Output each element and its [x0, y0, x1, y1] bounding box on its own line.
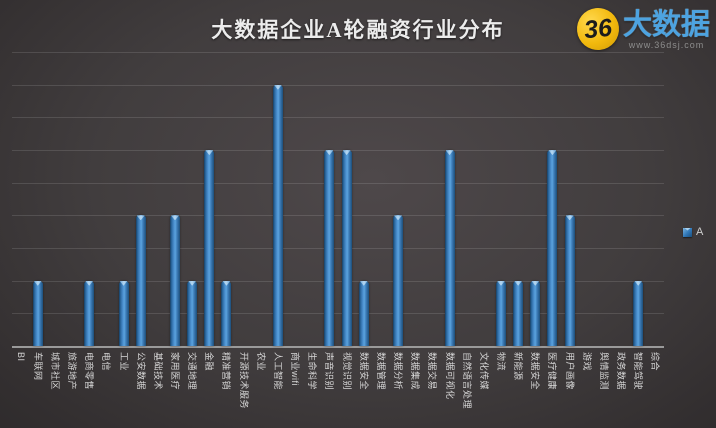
x-axis-label-声音识别: 声音识别	[324, 352, 335, 391]
x-axis-label-电商零售: 电商零售	[84, 352, 95, 391]
bar-智能驾驶	[633, 280, 644, 346]
bar-人工智能	[272, 84, 283, 346]
x-axis-label-新能源: 新能源	[513, 352, 524, 381]
gridline	[12, 280, 664, 282]
bar-top-highlight	[325, 150, 334, 156]
bar-医疗健康	[547, 150, 558, 346]
bar-top-highlight	[531, 280, 540, 286]
bar-top-highlight	[188, 280, 197, 286]
bar-top-highlight	[342, 150, 351, 156]
x-axis-label-工业: 工业	[118, 352, 129, 372]
bar-top-highlight	[548, 150, 557, 156]
bar-top-highlight	[514, 280, 523, 286]
bar-精准营销	[221, 280, 232, 346]
gridline	[12, 248, 664, 250]
x-axis-label-自然语言处理: 自然语言处理	[461, 352, 472, 410]
x-axis-label-公安数据: 公安数据	[135, 352, 146, 391]
bar-金融	[204, 150, 215, 346]
chart-title: 大数据企业A轮融资行业分布	[211, 18, 505, 42]
logo-brand-text: 大数据	[622, 9, 710, 41]
x-axis-label-农业: 农业	[255, 352, 266, 372]
x-axis-label-开源技术服务: 开源技术服务	[238, 352, 249, 410]
bar-top-highlight	[171, 215, 179, 221]
x-axis-label-交通地理: 交通地理	[187, 352, 198, 391]
x-axis-label-商业wifi: 商业wifi	[290, 352, 301, 386]
bar-top-highlight	[273, 84, 282, 90]
x-axis-label-基础技术: 基础技术	[152, 352, 163, 391]
x-axis-label-综合: 综合	[650, 352, 661, 372]
x-axis-label-数据分析: 数据分析	[393, 352, 404, 391]
x-axis-label-城市社区: 城市社区	[49, 352, 60, 391]
bar-新能源	[513, 280, 524, 346]
bar-top-highlight	[222, 280, 231, 286]
bar-电商零售	[84, 280, 95, 346]
gridline	[12, 215, 664, 217]
bar-top-highlight	[33, 280, 42, 286]
x-axis-label-精准营销: 精准营销	[221, 352, 232, 391]
gridline	[12, 150, 664, 152]
x-axis-label-BI: BI	[15, 352, 26, 362]
x-axis-label-数据安全: 数据安全	[358, 352, 369, 391]
x-axis-label-舆情监测: 舆情监测	[598, 352, 609, 391]
bar-家用医疗	[170, 215, 180, 346]
bar-车联网	[32, 280, 43, 346]
bar-数据可视化	[444, 150, 455, 346]
x-axis-label-家用医疗: 家用医疗	[170, 352, 180, 391]
logo-text-wrap: 大数据 www.36dsj.com	[623, 10, 710, 50]
bar-工业	[118, 280, 129, 346]
bar-数据安全	[530, 280, 541, 346]
bar-声音识别	[324, 150, 335, 346]
gridline	[12, 313, 664, 315]
x-axis-label-智能驾驶: 智能驾驶	[633, 352, 644, 391]
bar-top-highlight	[85, 280, 94, 286]
x-axis-label-数据管理: 数据管理	[375, 352, 386, 391]
x-axis-label-数据交易: 数据交易	[427, 352, 438, 391]
x-axis-label-医疗健康: 医疗健康	[547, 352, 558, 391]
bar-物流	[496, 280, 506, 346]
bar-top-highlight	[445, 150, 454, 156]
bar-top-highlight	[205, 150, 214, 156]
bar-交通地理	[187, 280, 198, 346]
bar-top-highlight	[634, 280, 643, 286]
logo-36dsj: 36 大数据 www.36dsj.com	[574, 5, 710, 53]
x-axis-label-金融: 金融	[204, 352, 215, 372]
legend-series-label: A	[696, 226, 704, 238]
x-axis-label-电信: 电信	[101, 352, 112, 372]
bar-数据安全	[358, 280, 369, 346]
bar-top-highlight	[359, 280, 368, 286]
x-axis-label-数据安全: 数据安全	[530, 352, 541, 391]
x-axis-label-用户画像: 用户画像	[564, 352, 575, 391]
x-axis-label-视觉识别: 视觉识别	[341, 352, 352, 391]
bar-top-highlight	[136, 215, 145, 221]
x-axis-label-人工智能: 人工智能	[272, 352, 283, 391]
bar-top-highlight	[394, 215, 403, 221]
bar-视觉识别	[341, 150, 352, 346]
legend-series-marker-icon	[683, 227, 692, 237]
x-axis-label-车联网: 车联网	[32, 352, 43, 381]
gridline	[12, 182, 664, 184]
gridline	[12, 84, 664, 86]
bar-top-highlight	[119, 280, 128, 286]
bar-数据分析	[393, 215, 404, 346]
bar-公安数据	[135, 215, 146, 346]
x-axis-label-数据可视化: 数据可视化	[444, 352, 455, 400]
chart-legend: A	[683, 226, 703, 238]
x-axis-line	[12, 346, 664, 348]
logo-site-url: www.36dsj.com	[628, 40, 705, 50]
gridline	[12, 52, 664, 54]
gridline	[12, 117, 664, 119]
bar-用户画像	[564, 215, 575, 346]
x-axis-label-政务数据: 政务数据	[616, 352, 627, 391]
bar-top-highlight	[565, 215, 574, 221]
x-axis-label-旅游地产: 旅游地产	[67, 352, 78, 391]
x-axis-label-文化传媒: 文化传媒	[478, 352, 489, 391]
bar-top-highlight	[497, 280, 505, 286]
x-axis-label-生命科学: 生命科学	[307, 352, 318, 391]
x-axis-label-游戏: 游戏	[581, 352, 592, 372]
x-axis-label-物流: 物流	[496, 352, 506, 372]
x-axis-label-数据集成: 数据集成	[410, 352, 421, 391]
